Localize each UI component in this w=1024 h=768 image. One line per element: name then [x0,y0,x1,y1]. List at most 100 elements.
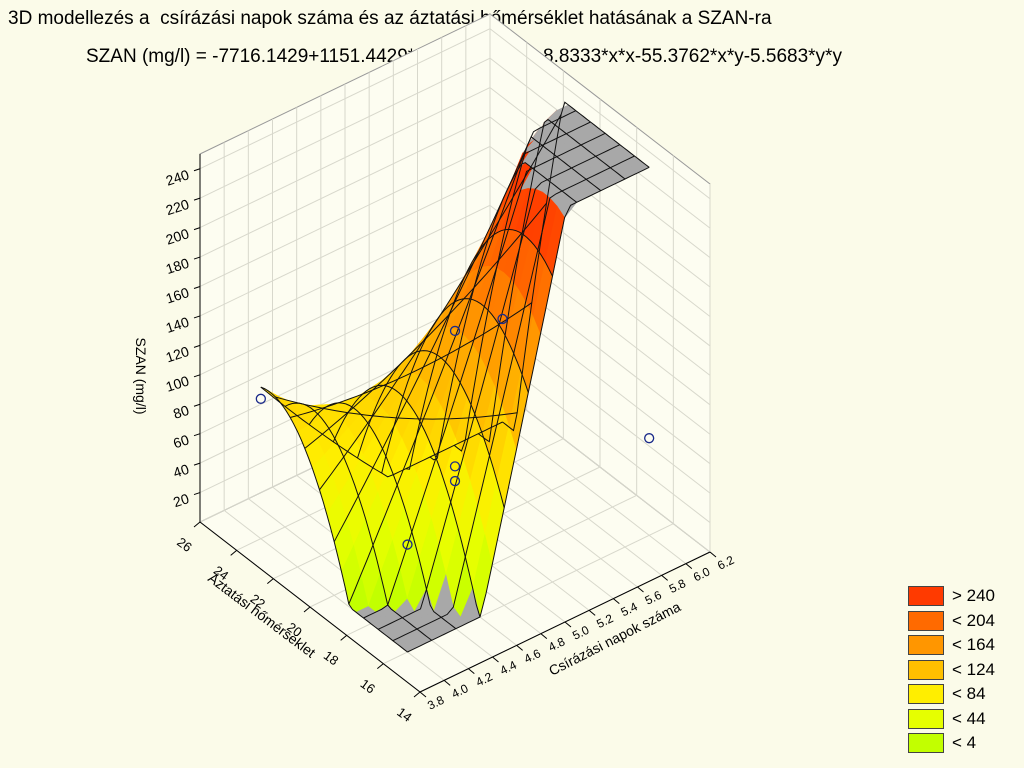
grid-line [199,57,491,199]
data-point [497,313,508,325]
z-tick-label: 180 [164,255,191,278]
z-tick-label: 120 [164,343,191,366]
x-tick-mark [468,668,475,675]
grid-line [199,87,491,229]
legend-swatch [908,733,944,754]
legend-label: < 164 [952,635,996,655]
x-tick-label: 4.2 [474,669,495,689]
legend-item: > 240 [908,584,995,609]
z-tick-mark [193,256,201,260]
legend-label: > 240 [952,586,996,606]
axis-ticks: 3.84.04.24.44.64.85.05.25.45.65.86.06.2 1… [164,154,737,725]
z-tick-label: 80 [171,402,191,422]
x-tick-label: 6.2 [715,553,736,573]
data-point [402,539,413,550]
mesh-line [453,136,602,452]
legend-item: < 84 [908,682,995,707]
x-tick-label: 5.8 [667,576,688,596]
z-tick-label: 200 [164,225,191,248]
x-tick-mark [443,679,451,686]
x-tick-mark [661,574,668,581]
z-tick-label: 100 [164,372,191,395]
x-tick-label: 6.0 [691,564,712,584]
color-legend: > 240 < 204 < 164 < 124 < 84 < 44 < 4 [908,584,995,756]
legend-item: < 164 [908,633,995,658]
legend-item: < 204 [908,609,995,634]
mesh-line [290,302,533,418]
data-point [449,461,461,472]
mesh-line [405,228,553,470]
x-tick-mark [516,644,523,651]
z-tick-mark [193,462,201,466]
grid-line [199,204,491,346]
legend-swatch [908,659,944,680]
legend-item: < 124 [908,658,995,683]
y-axis-line [199,521,421,693]
x-tick-label: 3.8 [425,693,446,713]
grid-line [199,116,491,258]
legend-swatch [908,684,944,705]
z-tick-label: 240 [164,166,191,189]
x-axis-line [419,551,711,693]
legend-item: < 4 [908,731,995,756]
legend-swatch [908,610,944,631]
x-tick-label: 4.0 [449,681,470,701]
mesh-line [260,386,503,478]
y-tick-label: 18 [321,648,342,669]
x-tick-mark [685,563,693,570]
data-point [255,393,266,404]
grid-line [489,116,711,288]
z-tick-label: 40 [171,461,191,481]
z-tick-label: 220 [164,196,191,219]
z-tick-mark [193,197,201,201]
mesh-line [319,113,562,491]
legend-swatch [908,708,944,729]
grid-line [489,28,711,200]
y-tick-label: 16 [358,676,379,697]
z-axis-title: SZAN (mg/l) [133,338,149,415]
y-tick-label: 24 [211,563,232,584]
z-tick-mark [193,344,201,348]
y-tick-mark [230,549,237,556]
grid-line [199,175,491,317]
legend-swatch [908,586,944,607]
data-point [644,433,655,444]
grid-line [199,146,491,287]
y-tick-label: 14 [394,704,415,725]
x-tick-label: 4.8 [546,634,567,654]
z-tick-mark [193,374,201,378]
z-tick-mark [193,168,201,172]
y-tick-mark [303,606,311,613]
x-tick-label: 5.2 [594,611,615,631]
y-tick-label: 22 [248,591,269,612]
x-tick-mark [419,691,427,698]
z-tick-label: 160 [164,284,191,307]
mesh-line [333,110,577,542]
z-tick-label: 140 [164,313,191,336]
legend-label: < 4 [952,733,977,753]
y-tick-mark [340,634,347,641]
y-tick-mark [267,578,274,585]
x-tick-label: 4.4 [498,658,519,678]
legend-item: < 44 [908,707,995,732]
z-tick-mark [193,403,201,407]
y-tick-mark [413,691,421,698]
x-tick-mark [564,621,572,628]
grid-line [199,263,491,405]
legend-label: < 84 [952,684,986,704]
y-tick-label: 26 [174,534,195,555]
data-point [449,475,461,487]
grid-line [199,234,491,376]
x-tick-mark [588,609,596,616]
z-tick-mark [193,286,201,289]
chart-title: 3D modellezés a csírázási napok száma és… [8,8,772,29]
y-tick-label: 20 [284,619,305,640]
x-tick-label: 5.6 [643,588,664,608]
x-tick-mark [637,586,644,593]
legend-label: < 44 [952,708,986,728]
legend-label: < 124 [952,659,996,679]
z-tick-label: 20 [171,490,191,510]
mesh-line [275,396,518,420]
z-tick-mark [193,227,201,231]
